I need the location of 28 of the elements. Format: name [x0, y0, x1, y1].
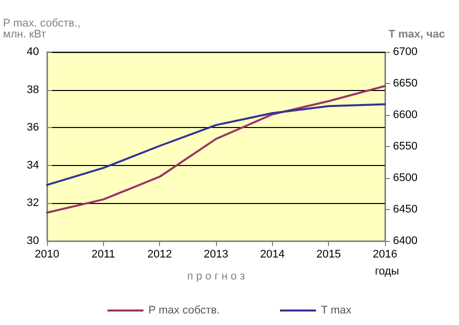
x-tick-label: 2016 [372, 248, 398, 260]
y-tick-label: 32 [26, 197, 39, 210]
y2-axis-title: T max, час [388, 28, 445, 40]
line-series [46, 103, 386, 186]
x-tick-label: 2012 [147, 248, 172, 260]
legend-label: T max [321, 304, 352, 316]
y-tick-label: 30 [26, 235, 39, 247]
legend-label: P max собств. [148, 304, 220, 316]
x-tick-label: 2013 [204, 248, 228, 260]
y2-tick-label: 6450 [393, 204, 418, 216]
y2-tick-label: 6500 [393, 172, 418, 184]
y-tick-label: 38 [26, 84, 39, 96]
y2-tick-label: 6700 [393, 46, 418, 58]
x-axis-title: п р о г н о з [187, 270, 245, 282]
x-tick-label: 2011 [92, 248, 116, 260]
y-tick-label: 34 [26, 159, 39, 172]
y2-tick-label: 6550 [393, 140, 418, 152]
y-axis-title: P max. собств., млн. кВт [3, 18, 80, 40]
y-tick-label: 40 [26, 46, 39, 58]
y-tick-label: 36 [26, 122, 39, 134]
y2-tick-label: 6400 [393, 235, 418, 247]
x-tick-label: 2014 [260, 248, 285, 260]
line-series [46, 85, 386, 214]
y2-tick-label: 6650 [393, 78, 418, 90]
x-tick-label: 2015 [316, 248, 341, 260]
x-tick-label: 2010 [34, 248, 60, 260]
text: годы [375, 266, 400, 278]
y2-tick-label: 6600 [393, 109, 418, 121]
